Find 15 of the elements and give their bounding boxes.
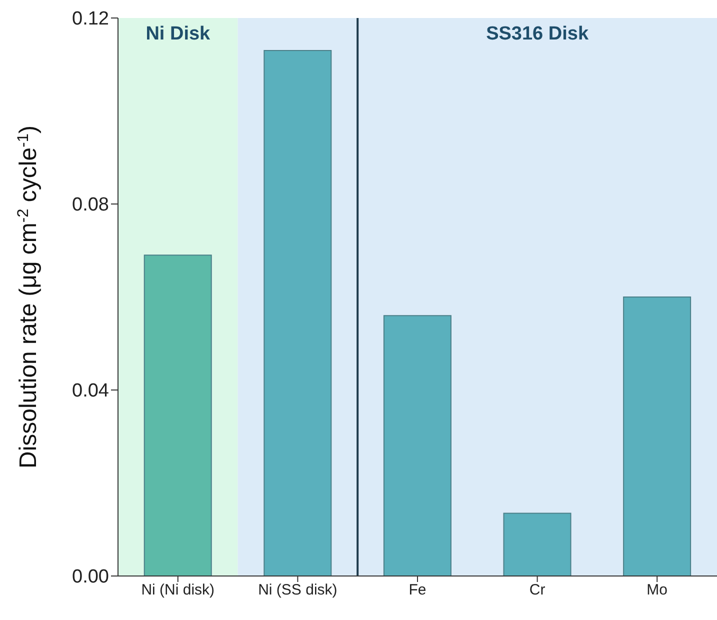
- band-label: SS316 Disk: [486, 23, 589, 44]
- x-tick-label: Cr: [529, 582, 546, 599]
- bar: [503, 512, 572, 576]
- y-tick-label: 0.00: [72, 566, 109, 588]
- y-tick-label: 0.04: [72, 380, 110, 402]
- band-label: Ni Disk: [146, 23, 211, 44]
- x-tick-label: Fe: [408, 582, 426, 599]
- bar: [383, 315, 452, 576]
- x-tick-label: Ni (SS disk): [258, 582, 338, 599]
- y-tick-label: 0.12: [72, 8, 109, 30]
- bar: [144, 254, 212, 576]
- bar: [623, 296, 692, 576]
- y-tick-label: 0.08: [72, 194, 109, 216]
- x-tick-label: Ni (Ni disk): [141, 582, 215, 599]
- x-tick-label: Mo: [646, 582, 668, 599]
